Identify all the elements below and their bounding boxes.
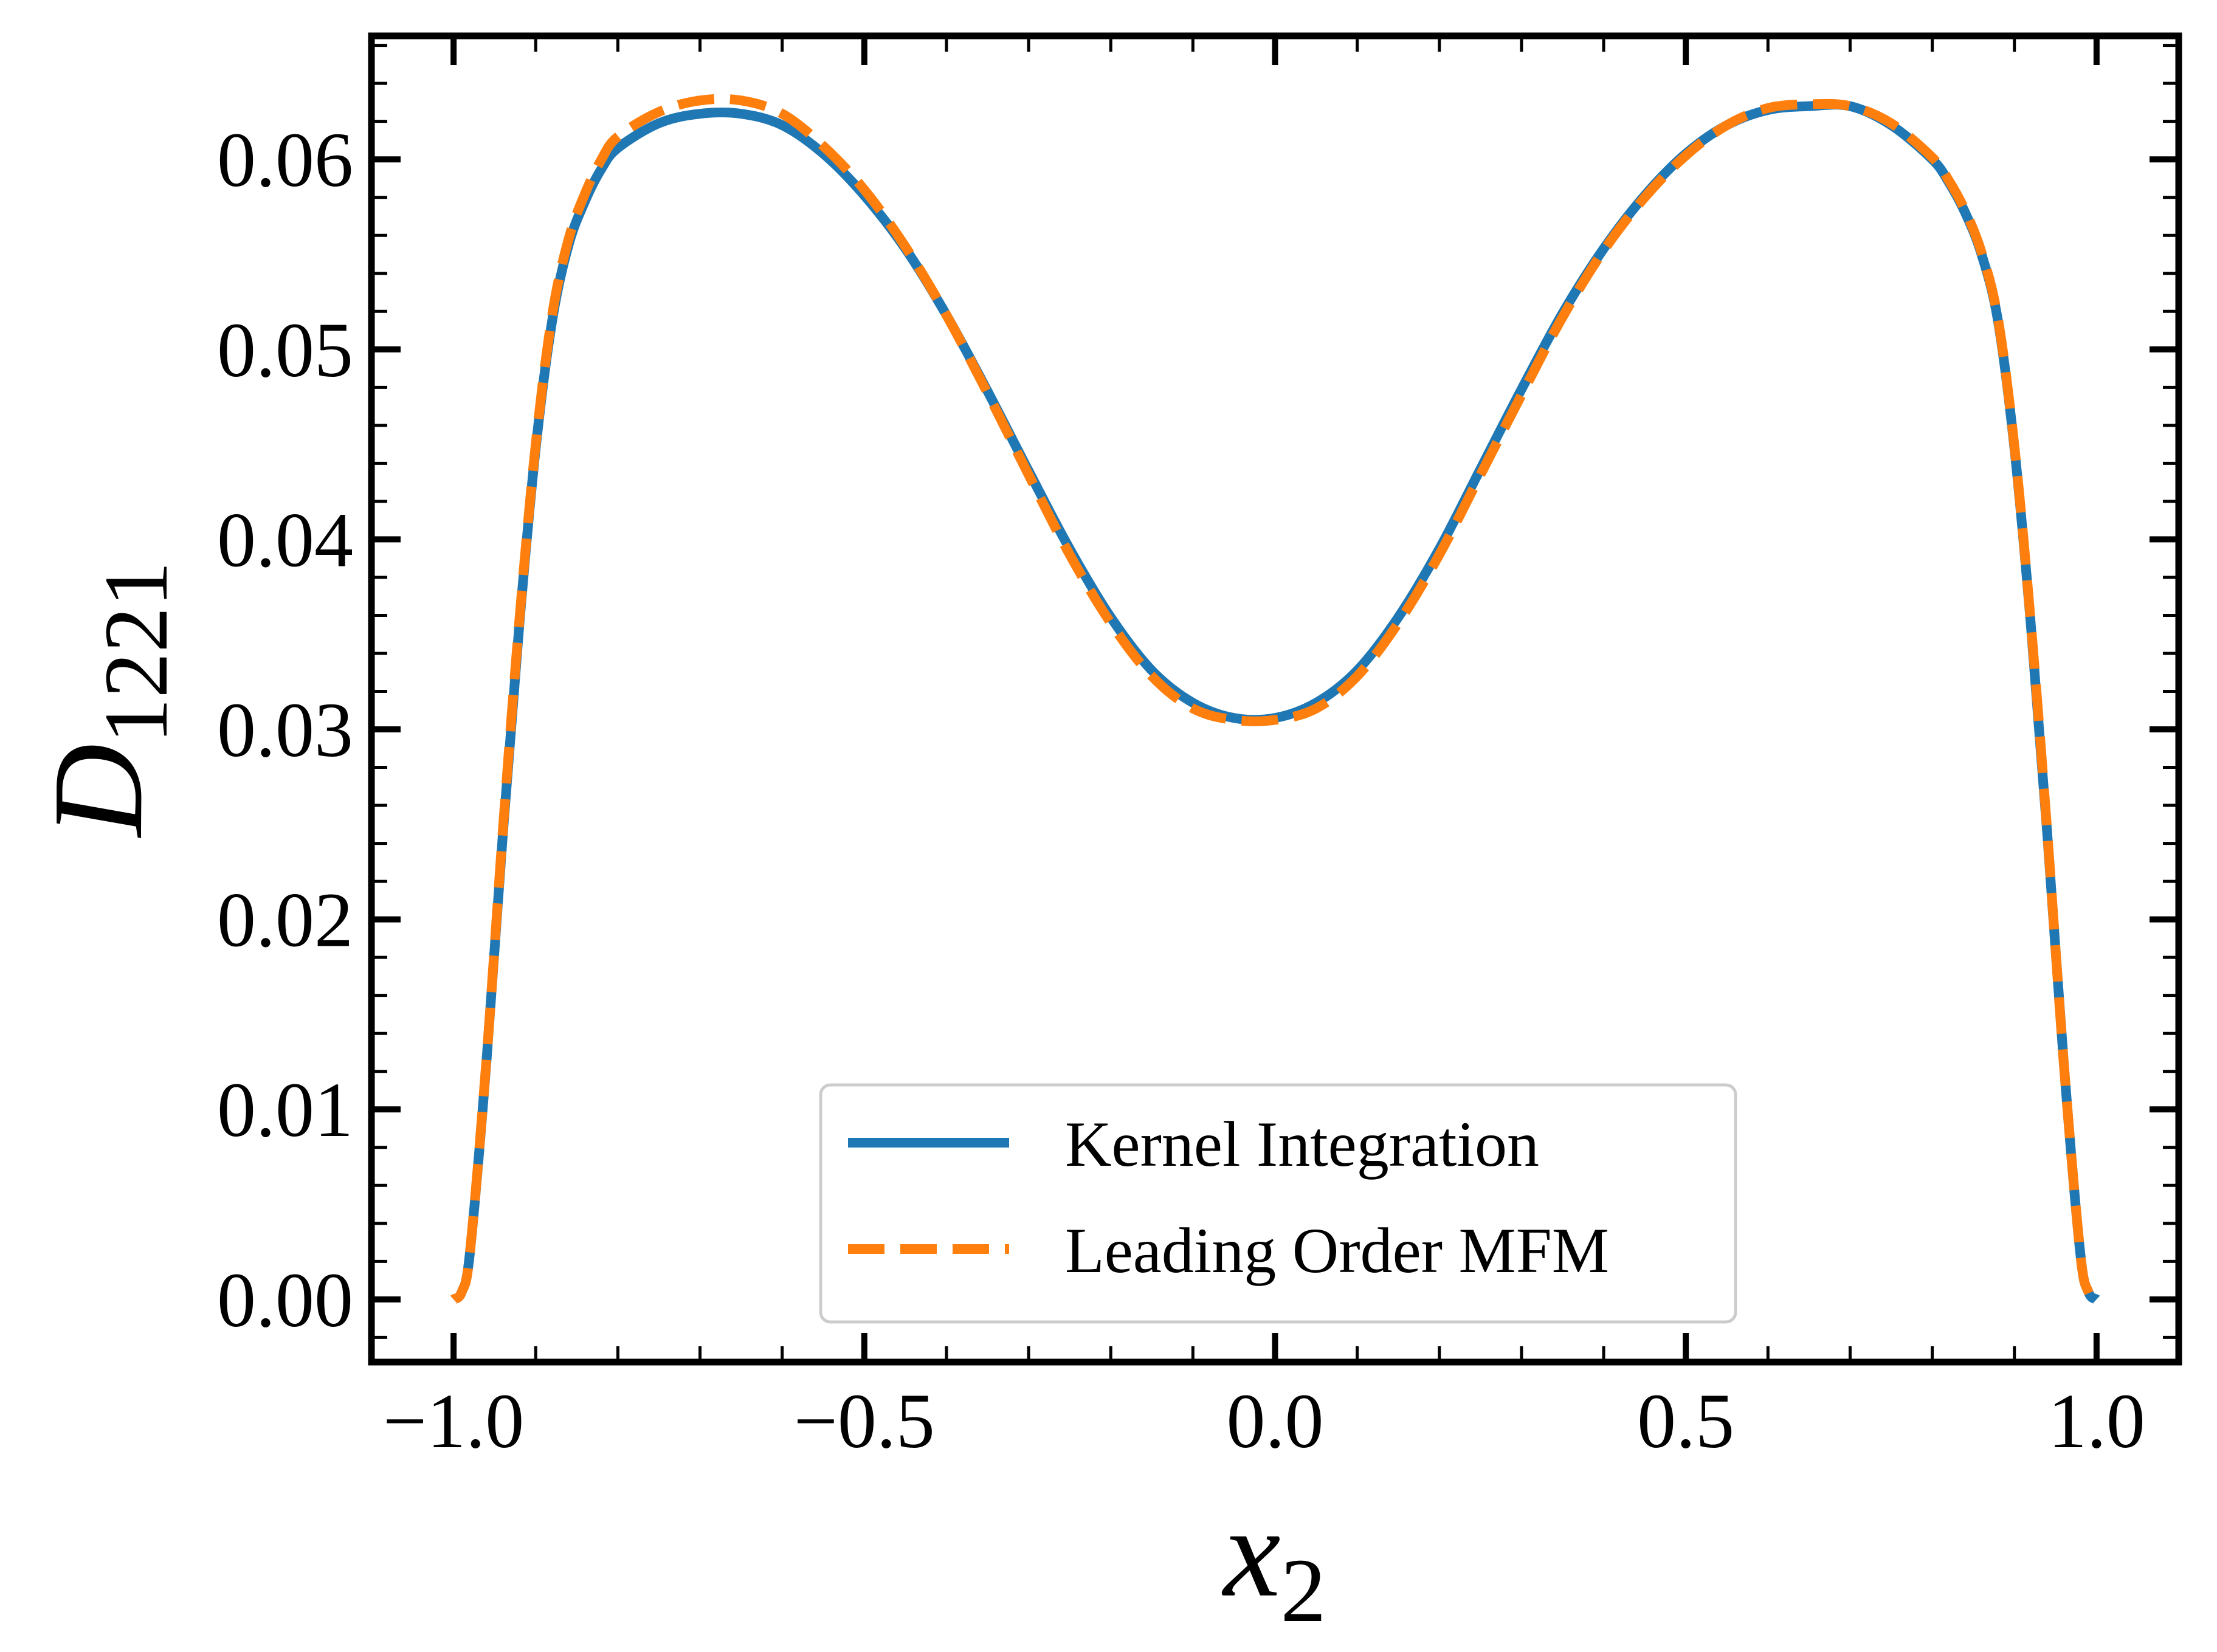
x-axis-label-base: x: [1221, 1481, 1280, 1623]
y-tick-labels: 0.00 0.01 0.02 0.03 0.04 0.05 0.06: [217, 117, 353, 1343]
plot-frame: [368, 32, 2182, 1366]
y-tick-label: 0.06: [217, 117, 353, 203]
x-tick-labels: −1.0 −0.5 0.0 0.5 1.0: [383, 1378, 2145, 1464]
major-ticks: [371, 36, 2179, 1362]
x-tick-label: 0.5: [1637, 1378, 1734, 1464]
y-tick-label: 0.05: [217, 307, 353, 393]
y-tick-label: 0.00: [217, 1257, 353, 1343]
x-tick-label: 1.0: [2048, 1378, 2145, 1464]
series-layer: [450, 94, 2100, 1304]
y-axis-label-subscript: 1221: [86, 561, 187, 743]
y-tick-label: 0.03: [217, 687, 353, 773]
x-axis-label: x2: [1221, 1481, 1326, 1641]
x-tick-label: −1.0: [383, 1378, 524, 1464]
legend-label-leading-order-mfm: Leading Order MFM: [1065, 1215, 1609, 1286]
x-tick-label: 0.0: [1227, 1378, 1324, 1464]
legend-label-kernel-integration: Kernel Integration: [1065, 1109, 1539, 1180]
y-tick-label: 0.02: [217, 877, 353, 963]
legend-box: [819, 1083, 1737, 1324]
x-tick-label: −0.5: [794, 1378, 935, 1464]
x-axis-label-subscript: 2: [1281, 1540, 1326, 1641]
y-tick-label: 0.04: [217, 497, 353, 583]
y-axis-label-base: D: [26, 743, 169, 838]
y-tick-label: 0.01: [217, 1067, 353, 1153]
y-axis-label: D1221: [26, 561, 187, 838]
series-line-leading-order-mfm: [450, 94, 2100, 1304]
legend: Kernel Integration Leading Order MFM: [819, 1083, 1737, 1324]
